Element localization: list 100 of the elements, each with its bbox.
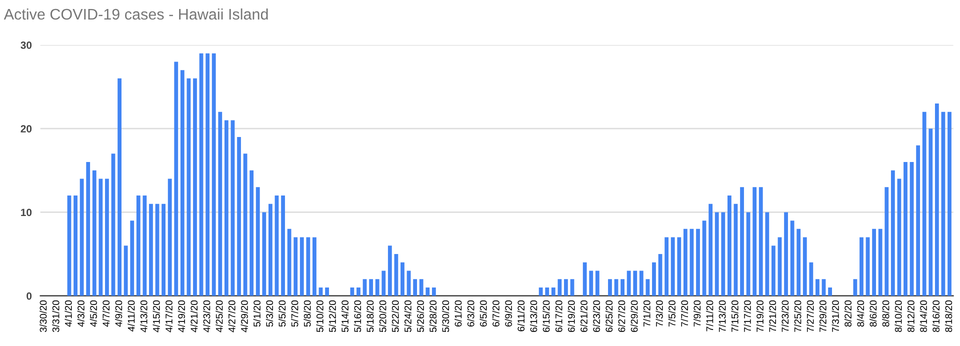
- bar: [670, 237, 675, 296]
- y-tick-label: 20: [20, 125, 32, 132]
- x-tick-label: 6/19/20: [568, 300, 575, 332]
- bar: [639, 270, 644, 296]
- bar: [118, 78, 122, 296]
- bar: [784, 212, 788, 296]
- bar: [545, 287, 550, 296]
- x-tick-label: 7/25/20: [794, 300, 802, 332]
- x-tick-label: 6/11/20: [517, 300, 525, 332]
- bar: [432, 287, 436, 296]
- bar: [790, 220, 794, 296]
- x-tick-label: 3/31/20: [52, 300, 60, 332]
- bar: [250, 170, 254, 296]
- x-tick-label: 5/3/20: [266, 300, 274, 327]
- x-tick-label: 4/5/20: [90, 300, 98, 327]
- bar: [904, 162, 908, 296]
- bar: [312, 237, 316, 296]
- x-tick-label: 5/12/20: [328, 300, 336, 332]
- bar: [281, 195, 285, 296]
- x-tick-label: 5/28/20: [429, 300, 437, 332]
- bar: [142, 195, 147, 296]
- bar: [620, 279, 624, 296]
- x-tick-label: 7/15/20: [731, 300, 738, 332]
- y-tick-label: 30: [20, 41, 32, 49]
- x-tick-label: 8/16/20: [932, 300, 940, 332]
- bar: [721, 212, 726, 296]
- bar: [633, 270, 638, 296]
- bar: [538, 287, 543, 296]
- x-tick-label: 7/19/20: [756, 300, 764, 332]
- x-tick-label: 8/14/20: [920, 300, 927, 332]
- x-tick-label: 8/12/20: [907, 300, 914, 332]
- x-tick-label: 6/21/20: [580, 300, 588, 332]
- bar: [816, 279, 820, 296]
- bar: [809, 262, 814, 296]
- bar: [608, 279, 612, 296]
- x-tick-label: 6/1/20: [454, 300, 462, 327]
- bar: [928, 128, 933, 296]
- bar: [910, 162, 914, 296]
- bar: [626, 270, 631, 296]
- bar: [92, 170, 96, 296]
- bar: [765, 212, 770, 296]
- bar: [878, 228, 882, 296]
- x-tick-label: 8/18/20: [944, 300, 952, 332]
- bar: [860, 237, 864, 296]
- bar: [758, 187, 763, 296]
- x-tick-label: 6/3/20: [467, 300, 474, 327]
- bar: [772, 246, 776, 296]
- x-tick-label: 5/18/20: [366, 300, 374, 332]
- x-tick-label: 5/24/20: [404, 300, 412, 332]
- bar: [890, 170, 895, 296]
- x-tick-label: 6/17/20: [555, 300, 562, 332]
- bar: [696, 228, 700, 296]
- x-tick-label: 8/8/20: [882, 300, 890, 327]
- bar: [426, 287, 430, 296]
- bar: [802, 237, 807, 296]
- x-tick-label: 6/15/20: [542, 300, 550, 332]
- x-tick-label: 7/23/20: [782, 300, 789, 332]
- x-tick-label: 4/23/20: [203, 300, 210, 332]
- bar: [98, 178, 103, 296]
- bar: [369, 279, 373, 296]
- bar: [218, 112, 222, 296]
- bar: [105, 178, 109, 296]
- bar: [872, 228, 876, 296]
- x-tick-label: 7/9/20: [693, 300, 701, 327]
- x-tick-label: 4/25/20: [216, 300, 223, 332]
- x-tick-label: 5/8/20: [304, 300, 311, 327]
- x-tick-label: 5/26/20: [416, 300, 424, 332]
- x-tick-label: 4/3/20: [77, 300, 84, 327]
- bar: [853, 279, 858, 296]
- bar: [268, 204, 272, 296]
- x-tick-label: 4/13/20: [140, 300, 148, 332]
- bar: [406, 270, 411, 296]
- x-tick-label: 8/10/20: [894, 300, 902, 332]
- bar: [400, 262, 404, 296]
- bar: [419, 279, 424, 296]
- x-tick-label: 7/11/20: [706, 300, 714, 332]
- bar: [652, 262, 656, 296]
- bar: [124, 246, 128, 296]
- bar: [237, 136, 241, 296]
- x-tick-label: 4/21/20: [190, 300, 198, 332]
- x-tick-label: 7/27/20: [806, 300, 814, 332]
- x-tick-label: 4/19/20: [178, 300, 186, 332]
- bar: [582, 262, 587, 296]
- bar: [740, 187, 744, 296]
- bar: [186, 78, 191, 296]
- x-tick-label: 7/29/20: [819, 300, 826, 332]
- bar: [193, 78, 197, 296]
- bar: [382, 270, 386, 296]
- x-tick-label: 7/5/20: [668, 300, 676, 327]
- x-tick-label: 6/27/20: [618, 300, 626, 332]
- bar: [664, 237, 669, 296]
- x-tick-label: 5/22/20: [392, 300, 399, 332]
- bar: [375, 279, 380, 296]
- bar: [388, 246, 392, 296]
- bar: [941, 112, 946, 296]
- x-tick-label: 7/3/20: [656, 300, 663, 327]
- x-tick-label: 4/29/20: [240, 300, 248, 332]
- bar: [948, 112, 952, 296]
- bar: [74, 195, 78, 296]
- bar: [206, 53, 210, 296]
